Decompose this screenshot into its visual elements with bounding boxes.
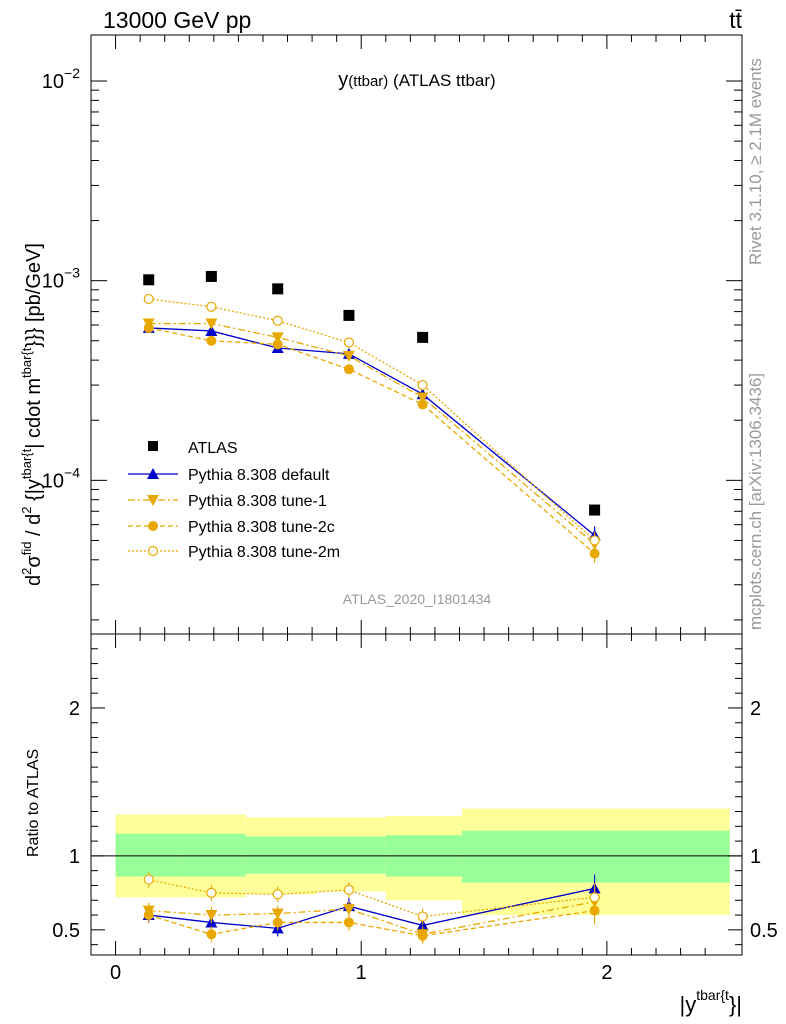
x-axis-label: |ytbar{t}| (680, 987, 742, 1017)
ratio-line-pythia-8-308-default (148, 887, 595, 930)
legend-entry-tune-2m: Pythia 8.308 tune-2m (128, 544, 340, 561)
main-point-atlas (417, 331, 429, 343)
main-point-pythia-8-308-tune-2m (343, 337, 355, 348)
ratio-inner-band (317, 836, 386, 874)
main-point-pythia-8-308-tune-1 (271, 332, 284, 344)
ratio-data-points (142, 871, 601, 944)
ratio-point-pythia-8-308-tune-1 (271, 908, 284, 920)
ratio-point-pythia-8-308-tune-1 (205, 910, 218, 922)
main-y-tick-label: 10−2 (42, 65, 80, 93)
header-right-label: tt̄ (729, 7, 742, 33)
rivet-version-label: Rivet 3.1.10, ≥ 2.1M events (746, 58, 765, 265)
main-point-pythia-8-308-tune-2m (272, 315, 283, 326)
legend-label-tune-1: Pythia 8.308 tune-1 (188, 493, 327, 510)
main-data-points (142, 270, 601, 563)
mcplots-label: mcplots.cern.ch [arXiv:1306.3436] (746, 373, 765, 630)
main-line-pythia-8-308-default (148, 327, 596, 536)
legend-marker-default (147, 468, 159, 479)
main-point-pythia-8-308-tune-2c (589, 548, 600, 559)
ratio-plot: 0.5 0.5 1 1 2 2 0 1 2 Ratio to ATLAS |ytbar{t}| (25, 633, 778, 1017)
main-y-tick-label: 10−3 (42, 265, 80, 293)
legend-marker-tune-2m (147, 545, 159, 557)
ratio-y-axis-label: Ratio to ATLAS (25, 749, 42, 857)
ratio-series-lines (148, 878, 595, 937)
main-point-pythia-8-308-tune-1 (342, 350, 355, 362)
main-point-pythia-8-308-tune-2c (417, 399, 428, 410)
main-line-pythia-8-308-tune-2m (148, 298, 596, 541)
ratio-point-pythia-8-308-default (416, 919, 429, 931)
ratio-plot-frame (90, 633, 743, 956)
main-point-atlas (589, 504, 601, 516)
ratio-point-pythia-8-308-tune-2c (272, 917, 283, 928)
ratio-point-pythia-8-308-tune-2m (343, 884, 355, 896)
ratio-y-tick-label-right: 0.5 (750, 920, 778, 942)
x-tick-label: 2 (601, 962, 612, 984)
ratio-point-pythia-8-308-tune-1 (342, 904, 355, 916)
ratio-point-pythia-8-308-tune-2m (417, 911, 428, 922)
ratio-uncertainty-bands (91, 808, 742, 916)
main-line-pythia-8-308-tune-1 (148, 322, 596, 545)
main-y-axis-label: d2σfid / d2 {|ytbar{t| cdot mtbar{t}}} [… (19, 243, 45, 586)
ratio-inner-band (115, 833, 182, 877)
x-tick-label: 0 (110, 962, 121, 984)
main-point-atlas (272, 283, 284, 295)
main-point-atlas (343, 309, 355, 321)
legend-entry-atlas: ATLAS (148, 440, 238, 457)
ratio-inner-band (461, 830, 730, 883)
legend-entry-tune-2c: Pythia 8.308 tune-2c (128, 519, 335, 536)
main-point-pythia-8-308-tune-2c (272, 339, 283, 350)
ratio-point-pythia-8-308-tune-2c (143, 910, 154, 921)
main-point-pythia-8-308-tune-2c (143, 322, 154, 333)
legend-label-default: Pythia 8.308 default (188, 467, 330, 484)
main-point-pythia-8-308-default (205, 324, 218, 336)
ratio-y-tick-label-left: 1 (69, 846, 80, 868)
ratio-point-pythia-8-308-tune-2m (206, 887, 217, 898)
legend-marker-tune-2c (148, 521, 158, 531)
ratio-y-tick-label-left: 0.5 (52, 920, 80, 942)
ratio-y-tick-label-right: 2 (750, 698, 761, 720)
main-point-pythia-8-308-tune-2m (417, 379, 428, 391)
legend-marker-tune-1 (147, 495, 159, 506)
ratio-y-tick-label-left: 2 (69, 698, 80, 720)
main-point-pythia-8-308-tune-2m (143, 293, 154, 305)
main-point-pythia-8-308-tune-2c (206, 335, 217, 346)
ratio-point-pythia-8-308-tune-2c (206, 929, 217, 940)
watermark-label: ATLAS_2020_I1801434 (343, 591, 492, 607)
legend-label-tune-2c: Pythia 8.308 tune-2c (188, 519, 335, 536)
ratio-point-pythia-8-308-tune-2m (589, 892, 600, 903)
ratio-point-pythia-8-308-tune-2c (417, 930, 428, 941)
main-axes: 10−4 10−3 10−2 (42, 35, 742, 634)
main-line-pythia-8-308-tune-2c (148, 327, 596, 555)
ratio-point-pythia-8-308-tune-2m (272, 889, 283, 900)
main-point-pythia-8-308-tune-1 (416, 392, 429, 404)
main-series-lines (148, 298, 596, 555)
x-tick-label: 1 (356, 962, 367, 984)
ratio-line-pythia-8-308-tune-2m (148, 878, 595, 918)
ratio-inner-band (181, 833, 246, 877)
main-point-pythia-8-308-tune-2m (589, 535, 600, 546)
main-plot: 10−4 10−3 10−2 y(ttbar) (ATLAS ttbar) ATLA… (19, 34, 743, 635)
header-left-label: 13000 GeV pp (103, 7, 251, 33)
ratio-axes: 0.5 0.5 1 1 2 2 0 1 2 (52, 634, 778, 984)
ratio-point-pythia-8-308-tune-2m (143, 874, 154, 885)
legend-label-atlas: ATLAS (188, 440, 238, 457)
ratio-y-tick-label-right: 1 (750, 846, 761, 868)
main-plot-title: y(ttbar) (ATLAS ttbar) (338, 69, 495, 91)
legend: ATLAS Pythia 8.308 default Pythia 8.308 … (128, 440, 340, 561)
main-point-pythia-8-308-tune-2c (343, 364, 354, 375)
main-point-pythia-8-308-tune-2m (206, 301, 217, 312)
ratio-point-pythia-8-308-tune-2c (343, 917, 354, 928)
legend-entry-default: Pythia 8.308 default (128, 467, 330, 484)
main-point-pythia-8-308-tune-1 (205, 318, 218, 330)
ratio-inner-band (245, 836, 318, 874)
ratio-line-pythia-8-308-tune-2c (148, 909, 595, 937)
main-y-tick-label: 10−4 (42, 464, 80, 492)
main-point-atlas (205, 270, 217, 282)
main-point-atlas (143, 274, 155, 286)
legend-marker-atlas (148, 441, 158, 451)
legend-label-tune-2m: Pythia 8.308 tune-2m (188, 544, 340, 561)
legend-entry-tune-1: Pythia 8.308 tune-1 (128, 493, 327, 510)
